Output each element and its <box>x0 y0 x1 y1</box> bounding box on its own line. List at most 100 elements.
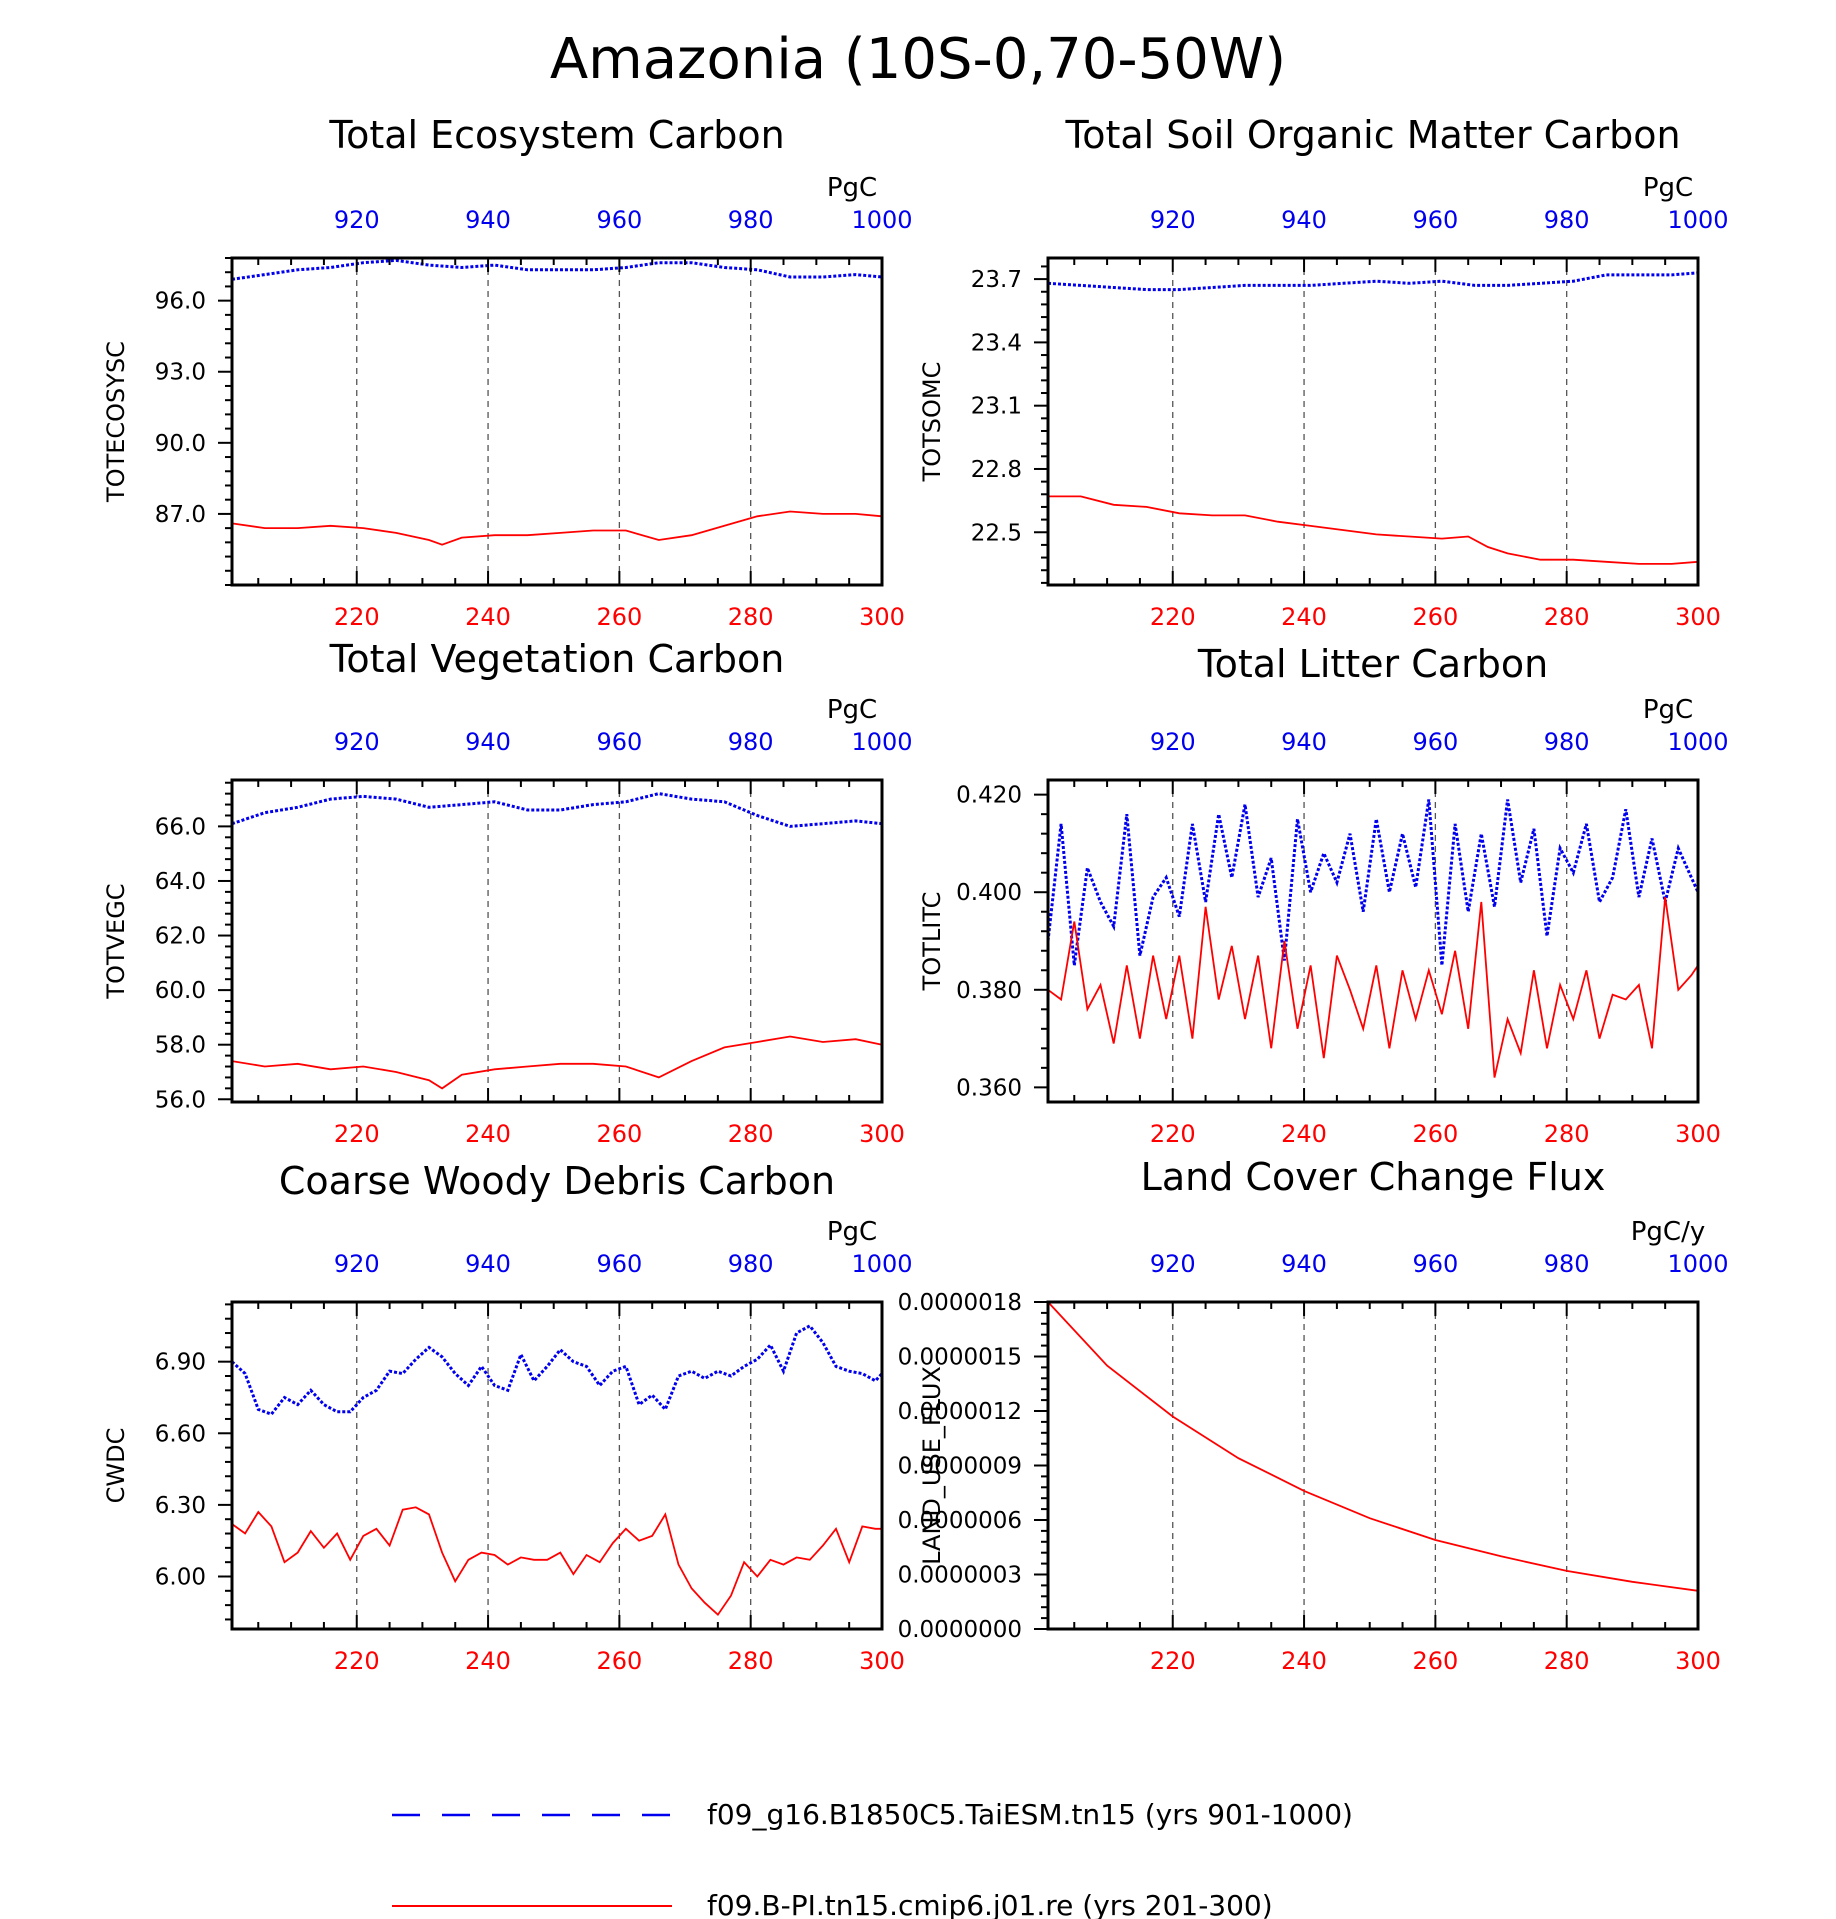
x-tick-label-bottom: 280 <box>1544 603 1590 631</box>
x-tick-label-top: 920 <box>1150 206 1196 234</box>
y-tick-label: 0.400 <box>956 880 1022 906</box>
y-tick-label: 87.0 <box>155 502 206 528</box>
panel-title: Total Litter Carbon <box>1197 642 1548 686</box>
y-tick-label: 0.0000006 <box>898 1508 1022 1534</box>
y-tick-label: 0.0000003 <box>898 1563 1022 1589</box>
units-label: PgC <box>1643 695 1693 725</box>
x-tick-label-bottom: 240 <box>1281 603 1327 631</box>
x-tick-label-bottom: 220 <box>1150 603 1196 631</box>
x-tick-label-bottom: 300 <box>859 1647 905 1675</box>
panels: Total Ecosystem Carbon PgC TOTECOSYSC 220 24… <box>102 113 1729 1675</box>
x-tick-label-bottom: 240 <box>465 1647 511 1675</box>
x-tick-label-bottom: 300 <box>859 1120 905 1148</box>
x-tick-label-top: 1000 <box>1667 1250 1728 1278</box>
x-tick-label-top: 920 <box>334 728 380 756</box>
y-tick-label: 0.0000015 <box>898 1345 1022 1371</box>
y-tick-label: 56.0 <box>155 1087 206 1113</box>
series-line-blue <box>1047 271 1699 292</box>
x-tick-label-top: 960 <box>596 1250 642 1278</box>
plot-frame <box>230 778 884 1104</box>
y-axis-label: TOTLITC <box>918 892 946 992</box>
series-line-red <box>231 510 883 546</box>
x-tick-label-top: 960 <box>1412 1250 1458 1278</box>
x-tick-label-top: 1000 <box>851 206 912 234</box>
y-axis-label: TOTSOMC <box>918 362 946 483</box>
y-tick-label: 0.0000000 <box>898 1617 1022 1643</box>
y-tick-label: 62.0 <box>155 924 206 950</box>
y-tick-label: 22.8 <box>971 457 1022 483</box>
panel-4: Total Litter Carbon PgC TOTLITC 220 240 260 28… <box>918 642 1729 1148</box>
units-label: PgC/y <box>1631 1217 1705 1247</box>
figure-title: Amazonia (10S-0,70-50W) <box>550 27 1286 92</box>
x-tick-label-top: 960 <box>1412 206 1458 234</box>
y-tick-label: 64.0 <box>155 869 206 895</box>
series-line-red <box>1048 495 1699 565</box>
series-line-blue <box>1046 799 1700 966</box>
x-tick-label-bottom: 260 <box>596 1120 642 1148</box>
x-tick-label-top: 980 <box>1544 728 1590 756</box>
x-tick-label-top: 1000 <box>1667 206 1728 234</box>
x-tick-label-top: 960 <box>1412 728 1458 756</box>
x-tick-label-top: 940 <box>1281 728 1327 756</box>
x-tick-label-bottom: 240 <box>1281 1647 1327 1675</box>
series-line-blue <box>230 1323 884 1416</box>
panel-1: Total Ecosystem Carbon PgC TOTECOSYSC 220 24… <box>102 113 913 631</box>
x-tick-label-bottom: 220 <box>334 1120 380 1148</box>
panel-title: Coarse Woody Debris Carbon <box>279 1159 835 1203</box>
legend-label-2: f09.B-PI.tn15.cmip6.j01.re (yrs 201-300) <box>707 1889 1273 1919</box>
plot-frame <box>230 256 884 587</box>
x-tick-label-top: 980 <box>728 728 774 756</box>
y-axis-label: LAND_USE_FLUX <box>918 1366 946 1565</box>
y-tick-label: 0.0000009 <box>898 1454 1022 1480</box>
series-line-red <box>231 1035 883 1090</box>
x-tick-label-bottom: 220 <box>1150 1647 1196 1675</box>
x-tick-label-top: 1000 <box>851 728 912 756</box>
panel-title: Total Ecosystem Carbon <box>328 113 784 157</box>
x-tick-label-top: 1000 <box>851 1250 912 1278</box>
series-line-red <box>1047 896 1699 1078</box>
y-tick-label: 0.420 <box>956 783 1022 809</box>
x-tick-label-top: 920 <box>334 206 380 234</box>
x-tick-label-bottom: 280 <box>1544 1120 1590 1148</box>
legend: f09_g16.B1850C5.TaiESM.tn15 (yrs 901-100… <box>392 1798 1353 1919</box>
y-tick-label: 60.0 <box>155 978 206 1004</box>
x-tick-label-top: 920 <box>1150 728 1196 756</box>
panel-6: Land Cover Change Flux PgC/y LAND_USE_FLUX… <box>898 1155 1729 1675</box>
x-tick-label-bottom: 220 <box>1150 1120 1196 1148</box>
x-tick-label-top: 940 <box>1281 1250 1327 1278</box>
x-tick-label-top: 920 <box>1150 1250 1196 1278</box>
x-tick-label-bottom: 300 <box>859 603 905 631</box>
units-label: PgC <box>1643 173 1693 203</box>
y-axis-label: CWDC <box>102 1428 130 1504</box>
x-tick-label-bottom: 220 <box>334 603 380 631</box>
x-tick-label-bottom: 220 <box>334 1647 380 1675</box>
panel-title: Land Cover Change Flux <box>1141 1155 1606 1199</box>
y-tick-label: 0.0000012 <box>898 1399 1022 1425</box>
x-tick-label-top: 980 <box>728 206 774 234</box>
y-tick-label: 90.0 <box>155 431 206 457</box>
panel-5: Coarse Woody Debris Carbon PgC CWDC 220 240 2… <box>102 1159 913 1675</box>
x-tick-label-top: 980 <box>1544 206 1590 234</box>
y-axis-label: TOTVEGC <box>102 883 130 999</box>
x-tick-label-bottom: 300 <box>1675 603 1721 631</box>
series-line-red <box>231 1506 882 1617</box>
units-label: PgC <box>827 695 877 725</box>
panel-2: Total Soil Organic Matter Carbon PgC TOTSO… <box>918 113 1729 631</box>
x-tick-label-top: 940 <box>465 728 511 756</box>
panel-title: Total Vegetation Carbon <box>329 637 785 681</box>
y-tick-label: 58.0 <box>155 1033 206 1059</box>
panel-title: Total Soil Organic Matter Carbon <box>1064 113 1680 157</box>
y-tick-label: 6.90 <box>155 1350 206 1376</box>
x-tick-label-bottom: 260 <box>1412 1647 1458 1675</box>
y-tick-label: 0.380 <box>956 978 1022 1004</box>
y-tick-label: 6.30 <box>155 1493 206 1519</box>
x-tick-label-top: 940 <box>1281 206 1327 234</box>
y-axis-label: TOTECOSYSC <box>102 341 130 503</box>
x-tick-label-top: 960 <box>596 728 642 756</box>
x-tick-label-bottom: 260 <box>596 603 642 631</box>
y-tick-label: 23.7 <box>971 267 1022 293</box>
y-tick-label: 0.0000018 <box>898 1290 1022 1316</box>
y-tick-label: 23.4 <box>971 330 1022 356</box>
y-tick-label: 93.0 <box>155 360 206 386</box>
x-tick-label-bottom: 280 <box>728 1647 774 1675</box>
